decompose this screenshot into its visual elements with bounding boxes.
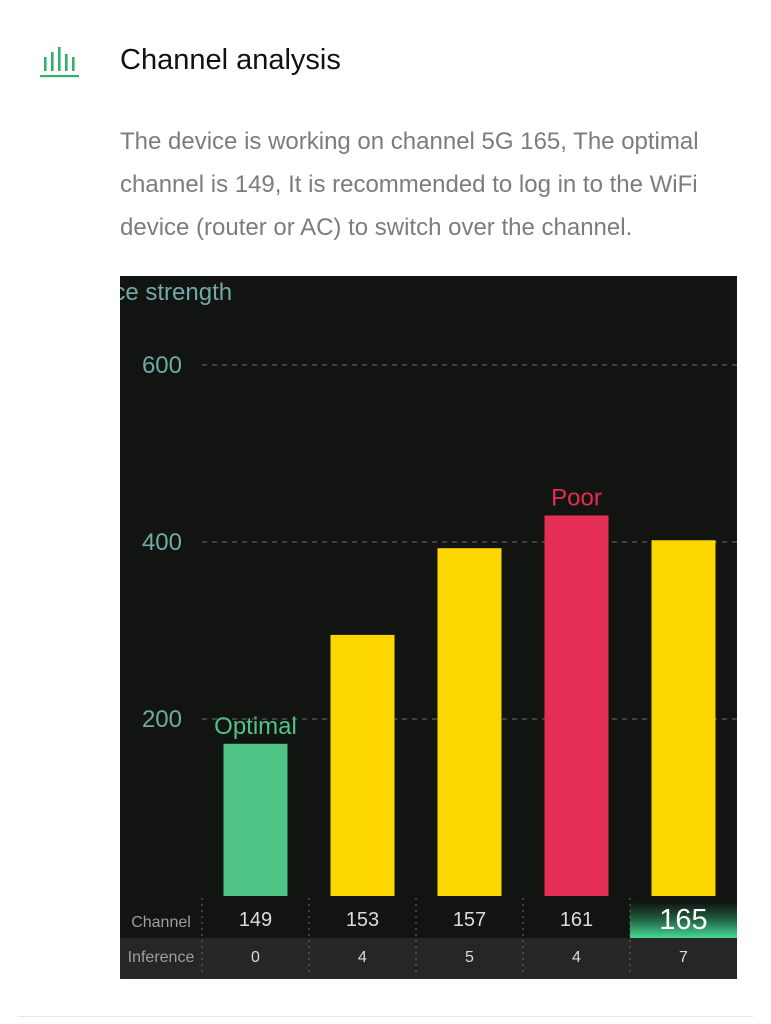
inference-row: [120, 938, 737, 979]
inference-cell-165: 7: [679, 949, 688, 966]
channel-cell-165: 165: [630, 902, 737, 938]
inference-cell-149: 0: [251, 949, 260, 966]
footer-divider: [18, 1016, 753, 1017]
channel-cell-149: 149: [238, 909, 273, 931]
inference-cell-153: 4: [358, 949, 367, 966]
y-tick-label: 200: [142, 706, 182, 733]
y-tick-label: 600: [142, 352, 182, 379]
channel-bar-chart: nce strength 200 400 600 Optimal Poor: [120, 279, 737, 896]
bar-channel-157: [437, 548, 502, 896]
bar-channel-165: [651, 540, 716, 896]
bar-channel-149: [223, 743, 288, 896]
y-tick-label: 400: [142, 529, 182, 556]
channel-cell-153: 153: [345, 909, 380, 931]
channel-cell-161: 161: [559, 909, 594, 931]
channel-chart: nce strength 200 400 600 Optimal Poor Chann…: [120, 276, 737, 979]
channel-description: The device is working on channel 5G 165,…: [120, 128, 699, 241]
annotation-poor: Poor: [551, 484, 602, 511]
channel-cell-157: 157: [452, 909, 487, 931]
section-title: Channel analysis: [120, 44, 341, 76]
inference-cell-161: 4: [572, 949, 581, 966]
bar-channel-153: [330, 634, 395, 896]
inference-cell-157: 5: [465, 949, 474, 966]
inference-row-label: Inference: [127, 949, 195, 966]
y-axis-label: nce strength: [120, 279, 232, 306]
channel-row-label: Channel: [131, 914, 191, 931]
bar-channel-161: [544, 515, 609, 896]
annotation-optimal: Optimal: [214, 713, 297, 740]
bar-chart-icon: [40, 44, 80, 80]
